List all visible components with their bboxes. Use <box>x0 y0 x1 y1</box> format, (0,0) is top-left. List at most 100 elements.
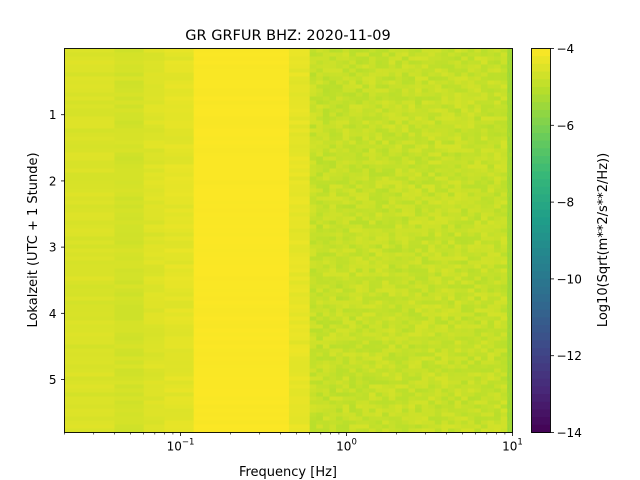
heatmap-cell <box>415 284 423 289</box>
heatmap-cell <box>434 172 442 177</box>
heatmap-cell <box>454 240 462 245</box>
heatmap-cell <box>388 368 396 373</box>
heatmap-cell <box>336 244 344 249</box>
heatmap-cell <box>408 192 416 197</box>
heatmap-cell <box>375 124 383 129</box>
heatmap-cell <box>316 424 324 429</box>
heatmap-cell <box>349 416 357 421</box>
heatmap-cell <box>401 76 409 81</box>
heatmap-cell <box>288 268 311 273</box>
heatmap-cell <box>454 48 462 53</box>
heatmap-cell <box>342 392 350 397</box>
heatmap-cell <box>329 340 337 345</box>
heatmap-cell <box>408 132 416 137</box>
heatmap-cell <box>342 212 350 217</box>
heatmap-cell <box>143 412 165 417</box>
heatmap-cell <box>395 304 403 309</box>
heatmap-cell <box>349 324 357 329</box>
heatmap-cell <box>415 80 423 85</box>
heatmap-cell <box>362 148 370 153</box>
heatmap-cell <box>408 84 416 89</box>
heatmap-cell <box>474 408 482 413</box>
heatmap-cell <box>349 276 357 281</box>
heatmap-cell <box>421 416 429 421</box>
heatmap-cell <box>288 344 311 349</box>
heatmap-cell <box>164 420 195 425</box>
heatmap-cell <box>336 172 344 177</box>
heatmap-cell <box>114 248 145 253</box>
heatmap-cell <box>368 228 376 233</box>
heatmap-cell <box>401 388 409 393</box>
heatmap-cell <box>401 260 409 265</box>
heatmap-cell <box>322 200 330 205</box>
heatmap-cell <box>322 164 330 169</box>
heatmap-cell <box>480 100 488 105</box>
heatmap-cell <box>64 296 115 301</box>
heatmap-cell <box>368 264 376 269</box>
heatmap-cell <box>388 416 396 421</box>
heatmap-cell <box>288 352 311 357</box>
heatmap-cell <box>421 60 429 65</box>
heatmap-cell <box>480 188 488 193</box>
heatmap-cell <box>500 68 508 73</box>
heatmap-cell <box>467 348 475 353</box>
heatmap-cell <box>349 56 357 61</box>
heatmap-cell <box>494 128 502 133</box>
heatmap-cell <box>454 192 462 197</box>
heatmap-cell <box>342 124 350 129</box>
heatmap-cell <box>355 164 363 169</box>
heatmap-cell <box>434 220 442 225</box>
heatmap-cell <box>494 244 502 249</box>
heatmap-cell <box>434 120 442 125</box>
heatmap-cell <box>362 228 370 233</box>
heatmap-cell <box>441 156 449 161</box>
heatmap-cell <box>64 72 115 77</box>
heatmap-cell <box>454 392 462 397</box>
heatmap-cell <box>375 264 383 269</box>
heatmap-cell <box>447 324 455 329</box>
heatmap-cell <box>336 208 344 213</box>
heatmap-cell <box>342 156 350 161</box>
heatmap-cell <box>461 128 469 133</box>
heatmap-cell <box>461 216 469 221</box>
heatmap-cell <box>143 380 165 385</box>
heatmap-cell <box>336 348 344 353</box>
heatmap-cell <box>114 284 145 289</box>
heatmap-cell <box>322 392 330 397</box>
heatmap-cell <box>447 304 455 309</box>
heatmap-cell <box>288 124 311 129</box>
heatmap-cell <box>500 84 508 89</box>
heatmap-cell <box>342 88 350 93</box>
heatmap-cell <box>309 412 317 417</box>
heatmap-cell <box>288 84 311 89</box>
heatmap-cell <box>362 332 370 337</box>
heatmap-cell <box>164 312 195 317</box>
heatmap-cell <box>474 184 482 189</box>
heatmap-cell <box>480 384 488 389</box>
heatmap-cell <box>309 192 317 197</box>
heatmap-cell <box>355 320 363 325</box>
heatmap-cell <box>349 148 357 153</box>
heatmap-cell <box>401 408 409 413</box>
heatmap-cell <box>382 312 390 317</box>
heatmap-cell <box>441 160 449 165</box>
heatmap-cell <box>500 304 508 309</box>
heatmap-cell <box>441 264 449 269</box>
heatmap-cell <box>487 244 495 249</box>
plot-area <box>64 48 513 433</box>
heatmap-cell <box>421 324 429 329</box>
heatmap-cell <box>434 356 442 361</box>
heatmap-cell <box>447 384 455 389</box>
heatmap-cell <box>114 316 145 321</box>
heatmap-cell <box>193 96 290 101</box>
heatmap-cell <box>480 156 488 161</box>
heatmap-cell <box>500 112 508 117</box>
heatmap-cell <box>480 96 488 101</box>
heatmap-cell <box>434 284 442 289</box>
heatmap-cell <box>454 144 462 149</box>
heatmap-cell <box>428 108 436 113</box>
heatmap-cell <box>454 244 462 249</box>
heatmap-cell <box>434 144 442 149</box>
heatmap-cell <box>164 204 195 209</box>
heatmap-cell <box>322 252 330 257</box>
